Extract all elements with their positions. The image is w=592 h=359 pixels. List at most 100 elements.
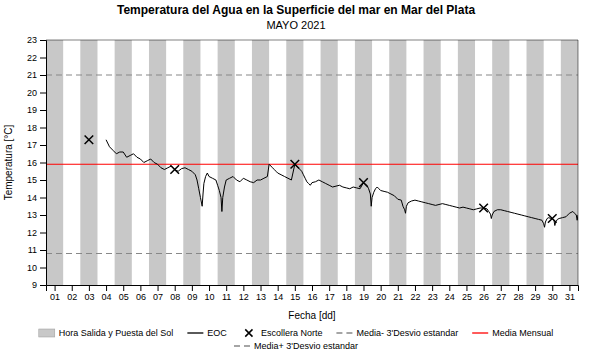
tick-label: 21 xyxy=(393,292,403,302)
tick-label: 29 xyxy=(531,292,541,302)
y-axis: 91011121314151617181920212223 xyxy=(27,35,47,290)
tick-label: 23 xyxy=(428,292,438,302)
tick: 30 xyxy=(548,285,558,302)
tick-mark xyxy=(40,268,46,269)
legend-label: Hora Salida y Puesta del Sol xyxy=(59,328,174,338)
tick: 01 xyxy=(50,285,60,302)
points xyxy=(85,135,557,222)
band xyxy=(80,40,97,285)
tick-mark xyxy=(381,285,382,291)
tick-mark xyxy=(501,285,502,291)
tick-mark xyxy=(40,75,46,76)
tick: 06 xyxy=(136,285,146,302)
tick-label: 15 xyxy=(290,292,300,302)
tick: 19 xyxy=(359,285,369,302)
tick-mark xyxy=(40,58,46,59)
tick-mark xyxy=(40,180,46,181)
tick-mark xyxy=(158,285,159,291)
tick: 11 xyxy=(28,245,46,255)
tick: 18 xyxy=(342,285,352,302)
tick-label: 14 xyxy=(27,193,37,203)
legend-swatch xyxy=(472,332,488,333)
axis-line xyxy=(40,41,47,286)
tick-label: 9 xyxy=(32,280,37,290)
tick: 28 xyxy=(513,285,523,302)
band xyxy=(389,40,406,285)
tick-label: 16 xyxy=(307,292,317,302)
tick-label: 25 xyxy=(462,292,472,302)
tick: 12 xyxy=(27,228,46,238)
legend-item: Escollera Norte xyxy=(245,328,322,338)
tick: 05 xyxy=(119,285,129,302)
tick-mark xyxy=(329,285,330,291)
tick: 07 xyxy=(153,285,163,302)
tick: 22 xyxy=(410,285,420,302)
band xyxy=(46,40,63,285)
tick-mark xyxy=(261,285,262,291)
tick: 31 xyxy=(565,285,575,302)
tick-mark xyxy=(466,285,467,291)
tick: 02 xyxy=(67,285,77,302)
tick-label: 13 xyxy=(27,210,37,220)
tick-mark xyxy=(40,215,46,216)
tick-label: 12 xyxy=(239,292,249,302)
tick-mark xyxy=(432,285,433,291)
band xyxy=(458,40,475,285)
point xyxy=(359,178,368,187)
tick-label: 31 xyxy=(565,292,575,302)
tick-label: 11 xyxy=(222,292,231,302)
tick: 13 xyxy=(256,285,266,302)
tick-label: 22 xyxy=(410,292,420,302)
tick-mark xyxy=(123,285,124,291)
tick: 17 xyxy=(325,285,335,302)
legend-swatch xyxy=(39,329,55,337)
band xyxy=(286,40,303,285)
tick-label: 06 xyxy=(136,292,146,302)
tick-label: 18 xyxy=(342,292,352,302)
tick: 26 xyxy=(479,285,489,302)
tick-mark xyxy=(295,285,296,291)
tick-label: 01 xyxy=(50,292,60,302)
tick-mark xyxy=(40,233,46,234)
tick-label: 15 xyxy=(27,175,37,185)
tick-mark xyxy=(209,285,210,291)
legend-item: Media Mensual xyxy=(472,328,553,338)
tick-label: 28 xyxy=(513,292,523,302)
tick: 16 xyxy=(307,285,317,302)
legend-label: EOC xyxy=(207,328,227,338)
legend-label: Escollera Norte xyxy=(261,328,323,338)
tick-label: 19 xyxy=(359,292,369,302)
axis-line xyxy=(47,286,579,292)
point xyxy=(291,160,300,169)
band xyxy=(218,40,235,285)
tick-mark xyxy=(518,285,519,291)
tick: 17 xyxy=(27,140,46,150)
legend-item: EOC xyxy=(187,328,227,338)
tick-mark xyxy=(40,285,46,286)
tick-label: 10 xyxy=(27,263,37,273)
tick: 15 xyxy=(27,175,46,185)
tick-mark xyxy=(40,145,46,146)
tick-label: 14 xyxy=(273,292,283,302)
tick-mark xyxy=(140,285,141,291)
tick-label: 07 xyxy=(153,292,163,302)
tick-mark xyxy=(72,285,73,291)
tick-label: 09 xyxy=(187,292,197,302)
tick: 15 xyxy=(290,285,300,302)
point xyxy=(170,165,179,174)
tick-label: 17 xyxy=(325,292,335,302)
tick: 23 xyxy=(27,35,46,45)
band xyxy=(355,40,372,285)
tick-label: 11 xyxy=(28,245,37,255)
tick: 27 xyxy=(496,285,506,302)
tick-label: 18 xyxy=(27,123,37,133)
tick: 20 xyxy=(376,285,386,302)
tick-label: 24 xyxy=(445,292,455,302)
tick: 9 xyxy=(32,280,46,290)
band xyxy=(149,40,166,285)
tick-mark xyxy=(40,198,46,199)
tick-mark xyxy=(40,250,46,251)
tick-label: 12 xyxy=(27,228,37,238)
reference-line xyxy=(46,164,578,165)
tick-label: 20 xyxy=(27,88,37,98)
